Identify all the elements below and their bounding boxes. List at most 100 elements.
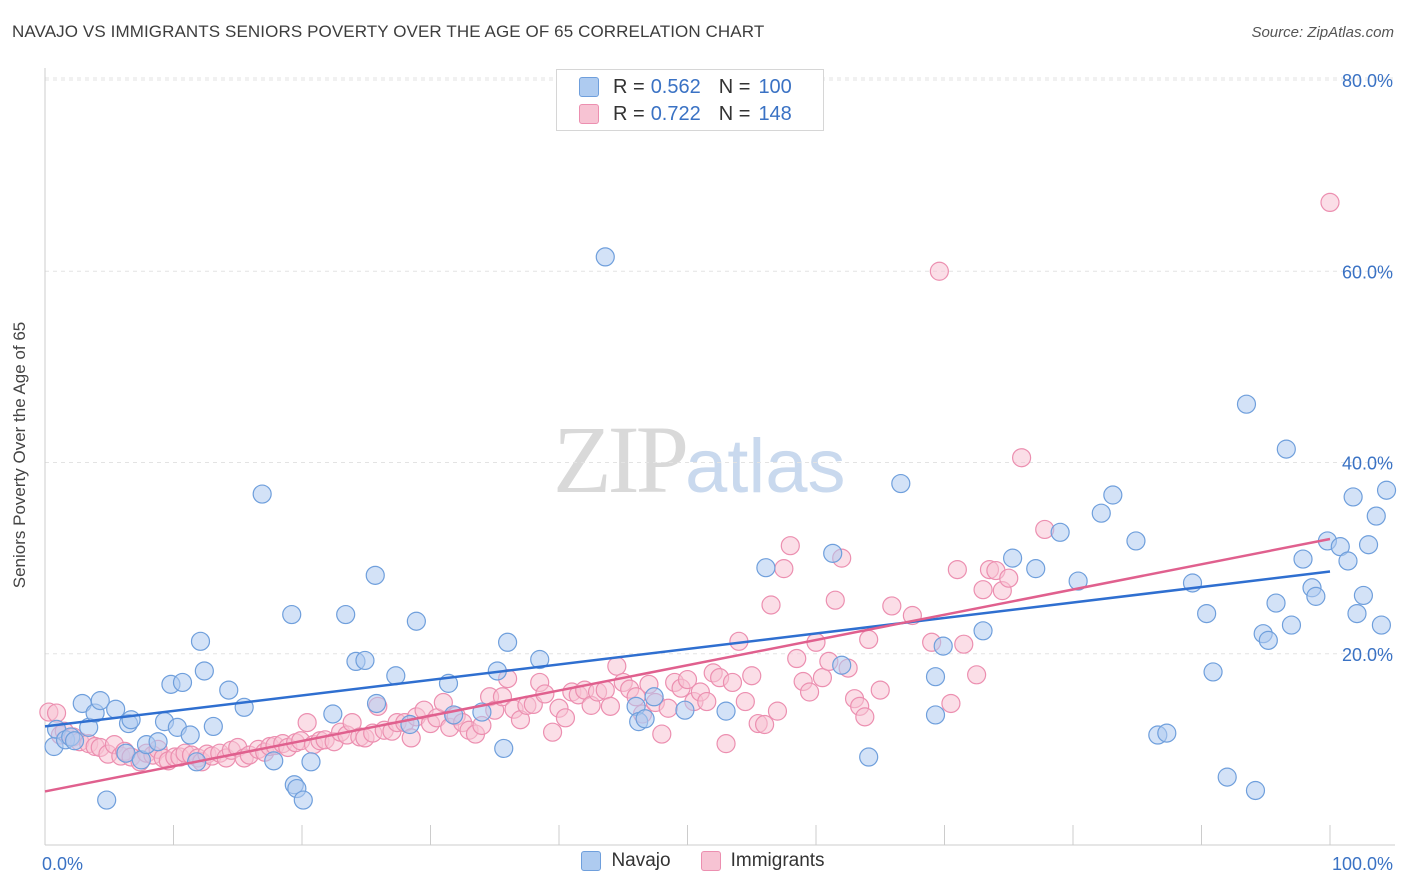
navajo-point [1236, 394, 1257, 414]
navajo-point [386, 666, 406, 686]
navajo-legend-label: Navajo [611, 850, 671, 871]
immigrants-point [967, 665, 987, 685]
immigrants-point [787, 648, 807, 669]
navajo-point [1306, 586, 1326, 606]
watermark-atlas: atlas [685, 424, 846, 509]
immigrants-point [954, 634, 974, 654]
navajo-point [264, 751, 284, 771]
navajo-legend-swatch [581, 851, 602, 871]
navajo-point [121, 710, 141, 730]
navajo-point [756, 558, 776, 578]
navajo-point [1366, 506, 1386, 526]
y-tick-label: 20.0% [1342, 645, 1393, 665]
immigrants-point [929, 261, 949, 281]
y-tick-label: 60.0% [1342, 262, 1393, 282]
immigrants-point [542, 722, 563, 742]
navajo-point [1276, 439, 1296, 459]
immigrants-swatch [579, 104, 599, 124]
navajo-point [190, 631, 211, 651]
immigrants-point [600, 696, 621, 716]
immigrants-point [780, 536, 800, 556]
navajo-point [1258, 630, 1278, 650]
chart-title: NAVAJO VS IMMIGRANTS SENIORS POVERTY OVE… [12, 22, 765, 41]
navajo-point [219, 680, 239, 700]
navajo-r-label: R = [613, 75, 645, 98]
immigrants-point [742, 666, 762, 686]
immigrants-point [735, 691, 755, 712]
immigrants-point [677, 669, 698, 690]
immigrants-point [555, 708, 576, 728]
navajo-point [1347, 603, 1367, 624]
navajo-point [1371, 615, 1392, 635]
watermark-zip: ZIP [553, 406, 689, 513]
immigrants-point [973, 580, 993, 600]
immigrants-point [697, 691, 717, 712]
immigrants-legend-swatch [700, 851, 721, 871]
navajo-point [635, 709, 655, 729]
immigrants-point [716, 734, 736, 754]
immigrants-point [297, 712, 317, 733]
navajo-swatch [579, 77, 599, 97]
navajo-point [1338, 551, 1358, 571]
navajo-point [1026, 559, 1046, 579]
navajo-point [203, 716, 223, 737]
immigrants-point [999, 568, 1019, 588]
immigrants-point [761, 595, 781, 615]
navajo-point [1266, 593, 1286, 613]
navajo-n-label: N = [718, 75, 751, 98]
navajo-point [355, 650, 375, 671]
series-legend: Navajo Immigrants [0, 850, 1406, 872]
navajo-point [1353, 585, 1374, 606]
immigrants-point [46, 703, 67, 723]
immigrants-point [1011, 448, 1032, 468]
immigrants-point [754, 714, 775, 735]
navajo-point [1197, 603, 1217, 624]
immigrants-point [855, 707, 875, 727]
navajo-r-value: 0.562 [650, 75, 701, 98]
immigrants-point [825, 590, 845, 610]
navajo-point [891, 473, 911, 494]
immigrants-point [607, 656, 627, 676]
navajo-point [716, 701, 736, 721]
navajo-point [323, 704, 343, 724]
y-axis-label: Seniors Poverty Over the Age of 65 [10, 321, 29, 589]
navajo-point [106, 699, 126, 719]
navajo-point [595, 247, 615, 267]
immigrants-point [947, 559, 967, 580]
immigrants-point [859, 629, 879, 650]
navajo-point [148, 732, 168, 752]
navajo-point [859, 747, 879, 767]
navajo-point [1003, 548, 1023, 568]
immigrants-n-label: N = [718, 102, 751, 125]
navajo-point [1157, 723, 1177, 743]
navajo-point [494, 738, 514, 759]
navajo-point [933, 636, 953, 656]
immigrants-point [1320, 192, 1340, 212]
navajo-point [301, 752, 321, 772]
x-tick-label: 0.0% [42, 854, 83, 874]
navajo-point [530, 649, 550, 670]
immigrants-trend-line [44, 537, 1331, 793]
navajo-point [1091, 503, 1111, 523]
immigrants-point [882, 596, 902, 616]
stats-legend: R = 0.562 N = 100 R = 0.722 N = 148 [556, 69, 824, 131]
navajo-point [925, 705, 946, 725]
immigrants-point [812, 668, 833, 688]
navajo-point [1050, 522, 1070, 542]
immigrants-point [799, 682, 820, 702]
navajo-point [252, 484, 272, 504]
navajo-point [1376, 480, 1397, 500]
navajo-point [1343, 487, 1363, 507]
legend-row-immigrants: R = 0.722 N = 148 [579, 101, 792, 127]
navajo-trend-line [44, 570, 1331, 728]
navajo-point [675, 700, 695, 720]
navajo-point [64, 731, 85, 751]
navajo-point [90, 691, 110, 711]
immigrants-point [722, 672, 743, 693]
navajo-point [1103, 485, 1123, 505]
navajo-point [365, 565, 385, 585]
navajo-point [1203, 662, 1223, 682]
navajo-point [1281, 615, 1302, 635]
navajo-point [925, 667, 946, 687]
